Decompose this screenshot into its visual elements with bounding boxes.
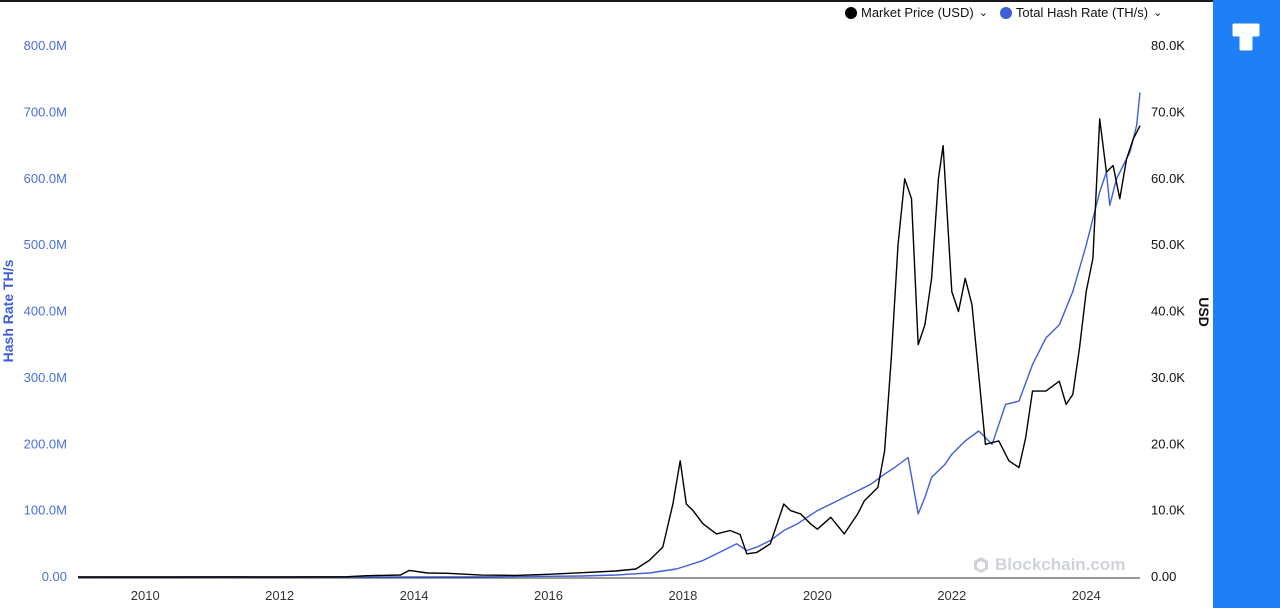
chevron-down-icon[interactable]: ⌄ — [978, 7, 988, 19]
watermark: Blockchain.com — [972, 555, 1125, 575]
x-tick-label: 2022 — [937, 588, 966, 603]
left-tick-label: 800.0M — [24, 38, 67, 53]
x-tick-label: 2024 — [1072, 588, 1101, 603]
legend-swatch-market-price — [845, 6, 857, 19]
chart-legend: Market Price (USD) ⌄ Total Hash Rate (TH… — [845, 5, 1162, 20]
series-line-market-price — [78, 118, 1141, 578]
right-tick-label: 30.0K — [1151, 370, 1185, 385]
x-tick-label: 2012 — [265, 588, 294, 603]
left-tick-label: 100.0M — [24, 503, 67, 518]
legend-item-hash-rate[interactable]: Total Hash Rate (TH/s) ⌄ — [999, 5, 1163, 20]
series-layer — [77, 92, 1141, 578]
watermark-text: Blockchain.com — [995, 555, 1126, 574]
left-tick-label: 300.0M — [24, 370, 67, 385]
x-tick-label: 2010 — [131, 588, 160, 603]
right-axis-label: USD — [1196, 297, 1212, 327]
left-tick-label: 500.0M — [24, 237, 67, 252]
right-tick-label: 80.0K — [1151, 38, 1185, 53]
right-tick-label: 40.0K — [1151, 304, 1185, 319]
blockchain-logo-icon — [974, 557, 988, 573]
x-tick-label: 2016 — [534, 588, 563, 603]
x-tick-label: 2018 — [668, 588, 697, 603]
brand-logo-icon[interactable] — [1232, 21, 1260, 53]
x-tick-label: 2020 — [803, 588, 832, 603]
right-tick-label: 10.0K — [1151, 503, 1185, 518]
legend-label-market-price: Market Price (USD) — [861, 5, 974, 20]
x-ticks: 2010 2012 2014 2016 2018 2020 2022 2024 — [131, 588, 1101, 603]
x-tick-label: 2014 — [400, 588, 429, 603]
side-panel — [1213, 0, 1280, 608]
legend-label-hash-rate: Total Hash Rate (TH/s) — [1015, 5, 1149, 20]
left-tick-label: 700.0M — [24, 104, 67, 119]
chevron-down-icon[interactable]: ⌄ — [1153, 7, 1163, 19]
right-tick-label: 20.0K — [1151, 436, 1185, 451]
legend-item-market-price[interactable]: Market Price (USD) ⌄ — [845, 5, 988, 20]
series-line-hash-rate — [77, 92, 1141, 578]
left-y-ticks: 0.00 100.0M 200.0M 300.0M 400.0M 500.0M 600.0M… — [24, 38, 67, 584]
legend-swatch-hash-rate — [999, 6, 1012, 19]
top-border — [0, 0, 1213, 2]
right-tick-label: 60.0K — [1151, 171, 1185, 186]
right-tick-label: 70.0K — [1151, 104, 1185, 119]
right-y-ticks: 0.00 10.0K 20.0K 30.0K 40.0K 50.0K 60.0K 70.0K 8… — [1151, 38, 1185, 584]
left-tick-label: 400.0M — [24, 304, 67, 319]
left-axis-label: Hash Rate TH/s — [0, 259, 16, 362]
chart-canvas[interactable]: Hash Rate TH/s USD 0.00 100.0M 200.0M 300.0… — [0, 0, 1213, 608]
left-tick-label: 600.0M — [24, 171, 67, 186]
left-tick-label: 0.00 — [42, 569, 67, 584]
right-tick-label: 0.00 — [1151, 569, 1176, 584]
left-tick-label: 200.0M — [24, 436, 67, 451]
right-tick-label: 50.0K — [1151, 237, 1185, 252]
